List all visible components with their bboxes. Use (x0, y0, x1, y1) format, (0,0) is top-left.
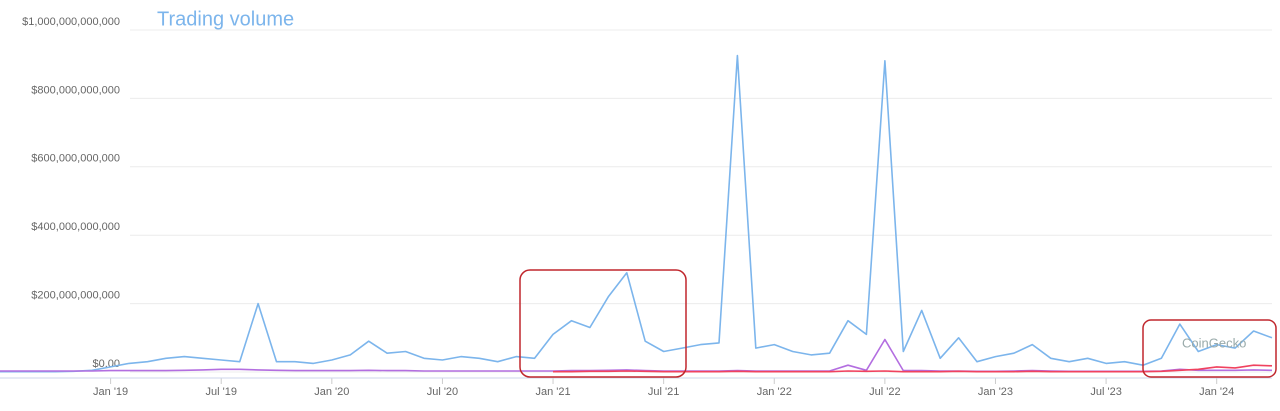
watermark: CoinGecko (1182, 335, 1246, 350)
x-tick-label: Jul '19 (205, 386, 236, 398)
y-tick-label: $200,000,000,000 (31, 290, 120, 302)
x-tick-label: Jan '24 (1199, 386, 1234, 398)
x-tick-label: Jan '23 (978, 386, 1013, 398)
x-tick-label: Jul '21 (648, 386, 679, 398)
x-tick-label: Jul '20 (427, 386, 458, 398)
x-tick-label: Jul '23 (1090, 386, 1121, 398)
series-line (0, 338, 1273, 373)
series-line (0, 54, 1273, 373)
y-tick-label: $600,000,000,000 (31, 153, 120, 165)
x-tick-label: Jan '19 (93, 386, 128, 398)
x-tick-label: Jul '22 (869, 386, 900, 398)
x-tick-label: Jan '20 (314, 386, 349, 398)
series-line (553, 364, 1273, 373)
highlight-box (519, 269, 687, 378)
y-tick-label: $1,000,000,000,000 (22, 16, 120, 28)
plot (0, 54, 1273, 373)
highlight-box (1142, 319, 1277, 378)
grid: $0.00$200,000,000,000$400,000,000,000$60… (0, 16, 1272, 398)
x-tick-label: Jan '22 (757, 386, 792, 398)
chart-title: Trading volume (157, 8, 294, 30)
y-tick-label: $400,000,000,000 (31, 221, 120, 233)
x-tick-label: Jan '21 (535, 386, 570, 398)
y-tick-label: $800,000,000,000 (31, 84, 120, 96)
